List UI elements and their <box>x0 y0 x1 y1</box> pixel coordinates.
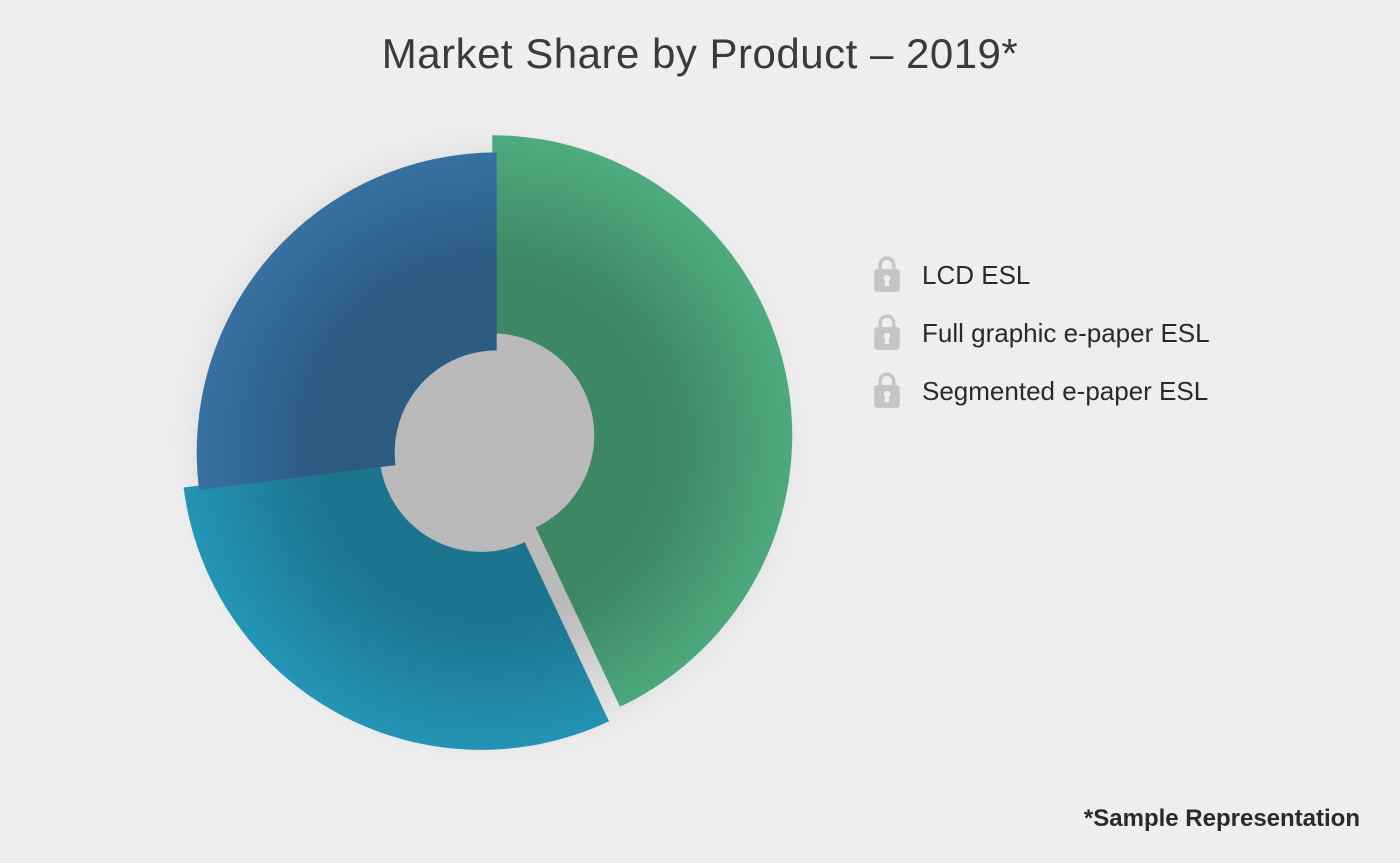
legend-item: Segmented e-paper ESL <box>870 371 1210 411</box>
lock-icon <box>870 313 904 353</box>
legend-label: LCD ESL <box>922 260 1030 291</box>
lock-icon <box>870 371 904 411</box>
chart-legend: LCD ESL Full graphic e-paper ESL Segment… <box>870 255 1210 429</box>
legend-label: Segmented e-paper ESL <box>922 376 1208 407</box>
chart-title: Market Share by Product – 2019* <box>0 0 1400 78</box>
legend-label: Full graphic e-paper ESL <box>922 318 1210 349</box>
footnote: *Sample Representation <box>1084 805 1360 833</box>
lock-icon <box>870 255 904 295</box>
donut-chart <box>150 105 830 785</box>
legend-item: Full graphic e-paper ESL <box>870 313 1210 353</box>
legend-item: LCD ESL <box>870 255 1210 295</box>
chart-shadow <box>172 127 808 763</box>
